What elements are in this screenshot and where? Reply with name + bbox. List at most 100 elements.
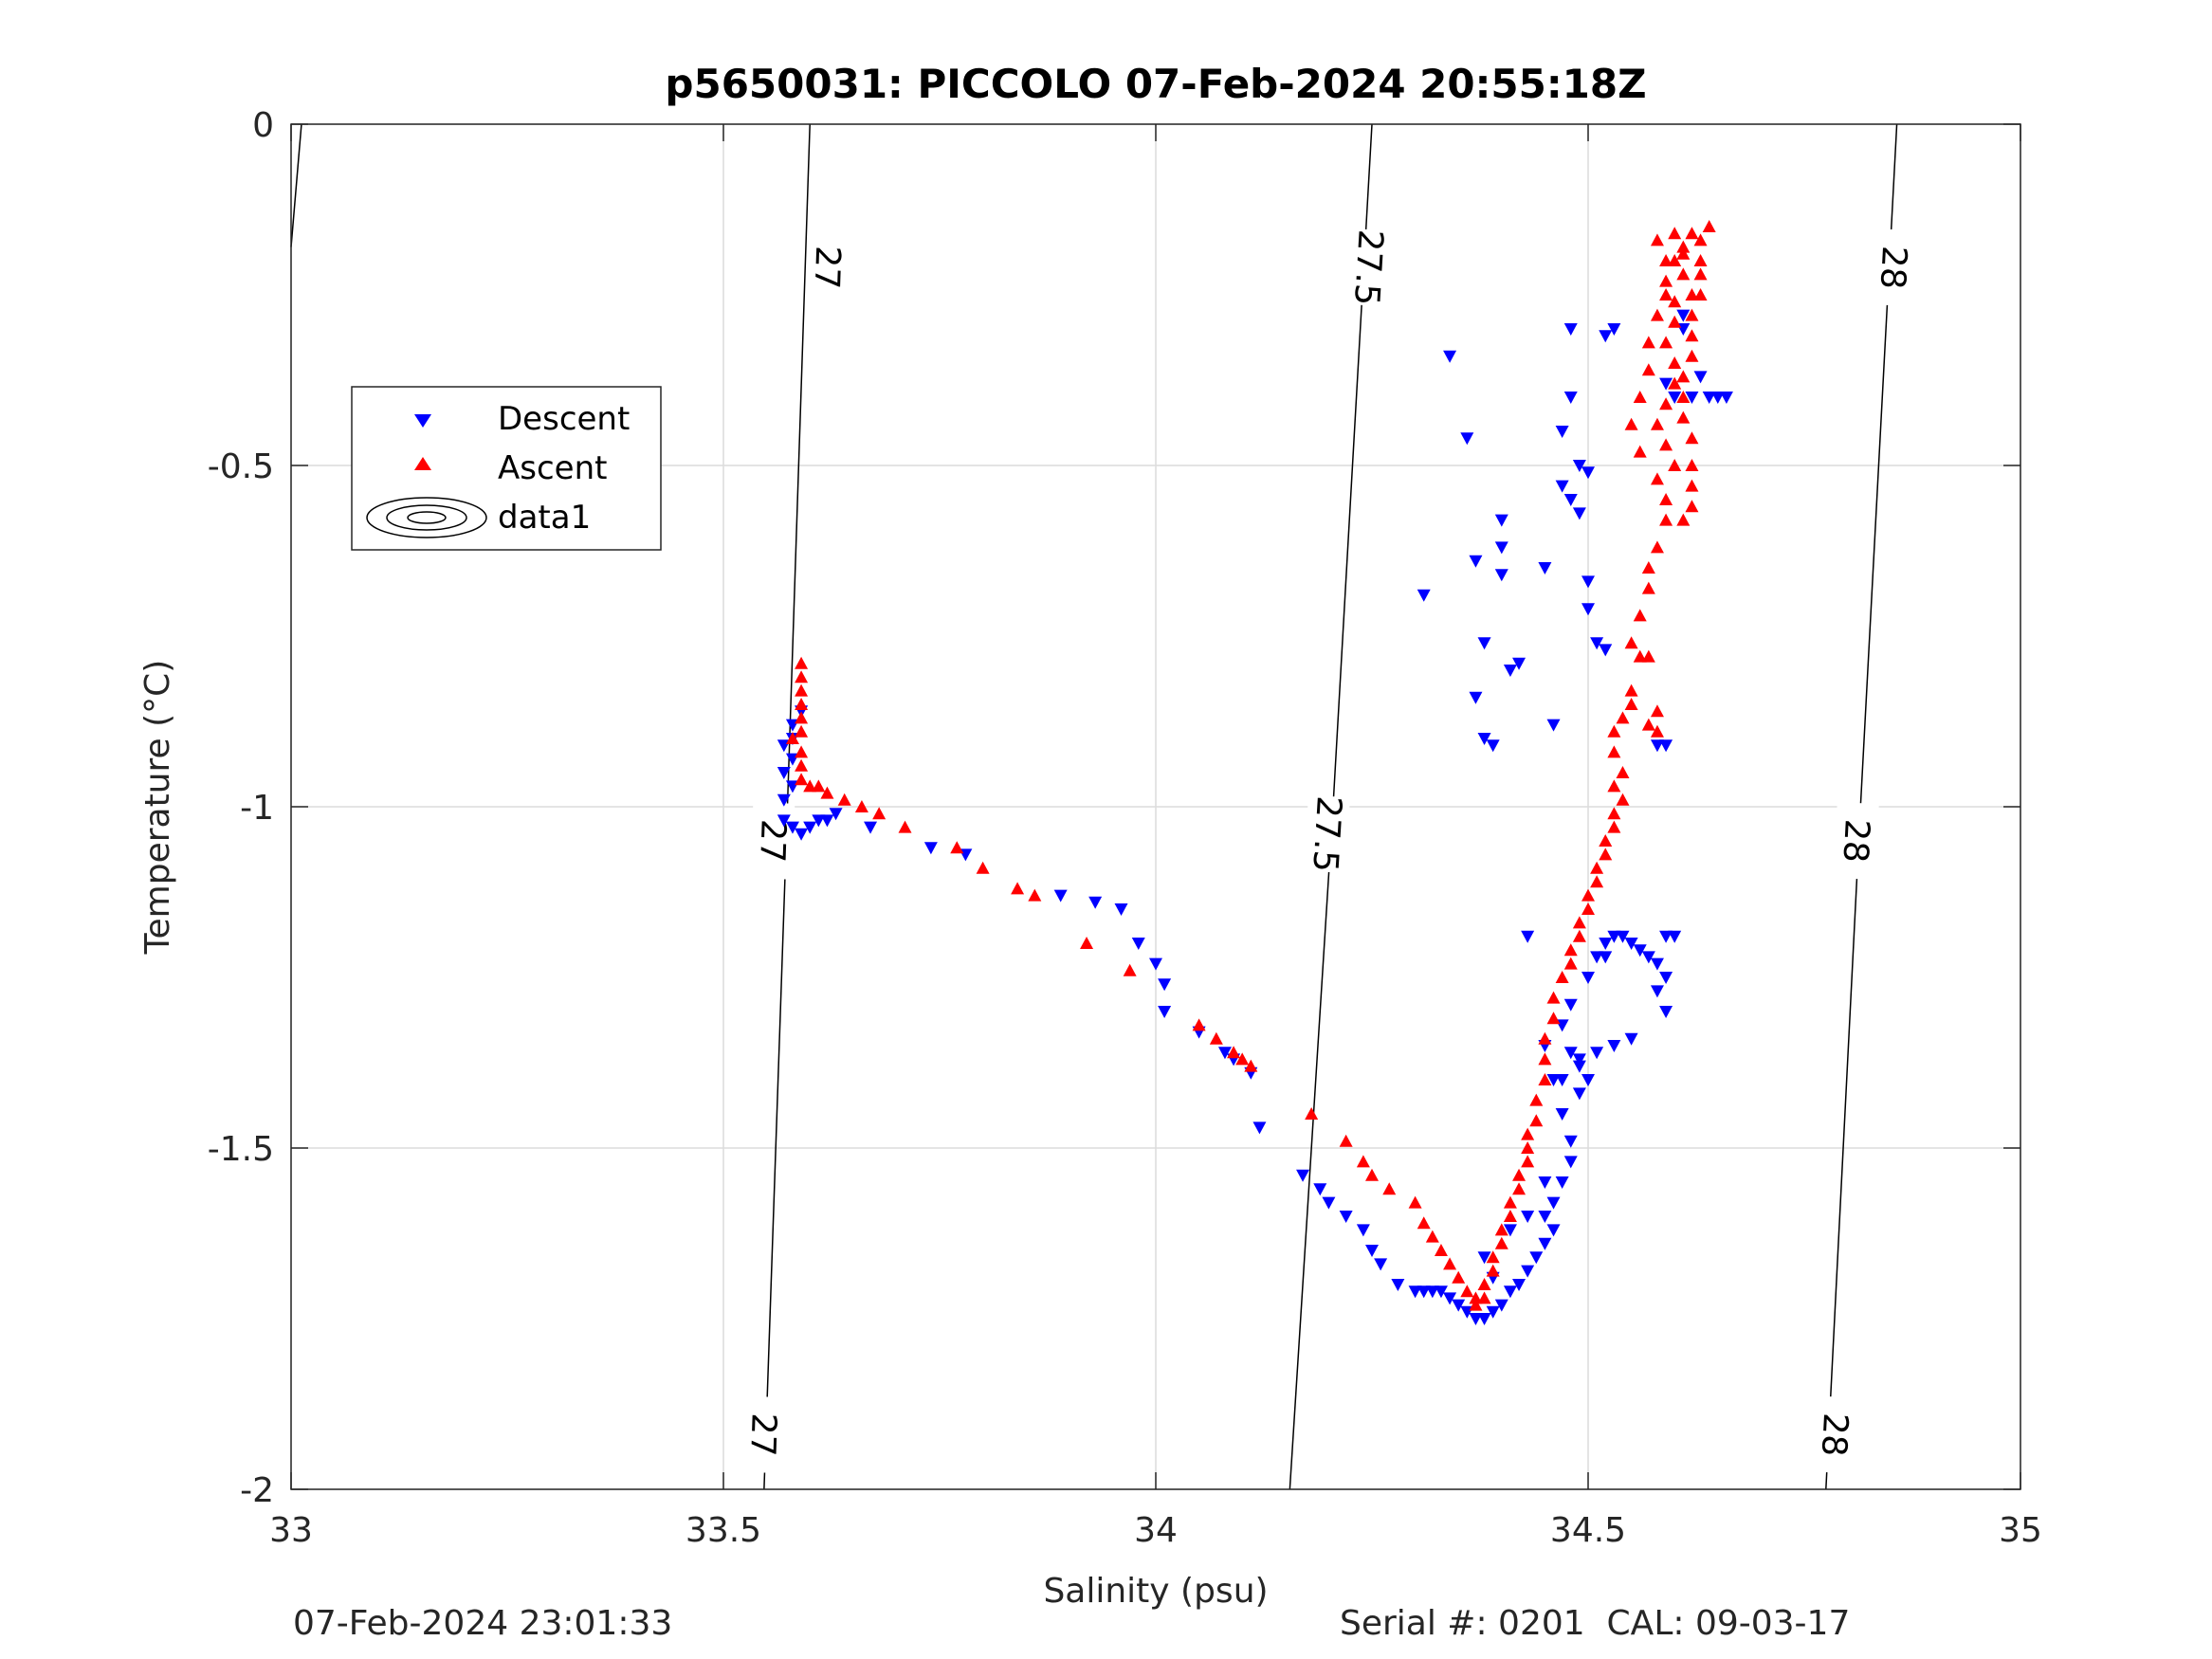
ascent-point (1633, 609, 1647, 622)
ascent-point (1365, 1168, 1379, 1181)
ascent-point (795, 773, 809, 786)
ascent-point (795, 745, 809, 758)
ascent-point (1659, 438, 1673, 451)
ascent-point (1685, 308, 1699, 321)
ascent-point (1685, 459, 1699, 471)
legend: Descent Ascent data1 (351, 386, 662, 551)
ascent-point (1521, 1155, 1535, 1168)
ascent-point (1382, 1182, 1397, 1195)
ascent-point (1469, 1291, 1483, 1304)
descent-point (1529, 1251, 1544, 1265)
ascent-point (1668, 254, 1682, 266)
ascent-point (1668, 227, 1682, 240)
descent-point (1555, 480, 1569, 493)
ascent-point (1668, 376, 1682, 390)
ascent-point (1512, 1182, 1526, 1195)
ascent-point (1685, 479, 1699, 492)
ascent-point (1616, 711, 1630, 724)
y-tick-label: -1.5 (208, 1130, 274, 1169)
ascent-point (803, 779, 817, 793)
descent-point (1469, 1313, 1483, 1325)
descent-point (1563, 1047, 1578, 1060)
x-tick-label: 35 (1999, 1511, 2042, 1550)
descent-point (1581, 575, 1595, 589)
descent-point (1590, 637, 1604, 650)
descent-point (1538, 562, 1552, 574)
descent-point (1590, 951, 1604, 964)
ascent-point (1011, 882, 1025, 895)
ascent-point (1624, 417, 1638, 430)
descent-point (1217, 1047, 1232, 1060)
density-contour-line (290, 123, 302, 247)
density-contour-label-bg (1344, 228, 1392, 307)
density-contour-label-bg (805, 228, 850, 306)
ascent-point (1676, 267, 1691, 281)
descent-point (1521, 930, 1535, 943)
descent-point (1322, 1196, 1336, 1210)
ascent-point (1693, 267, 1708, 281)
ascent-point (1305, 1107, 1319, 1120)
descent-point (1443, 1292, 1457, 1305)
ascent-point (820, 786, 834, 799)
y-tick-label: -2 (240, 1471, 274, 1510)
ascent-point (1659, 288, 1673, 301)
descent-point (1572, 460, 1586, 472)
legend-descent-marker (414, 414, 431, 428)
ascent-point (1080, 937, 1094, 949)
descent-point (1555, 1176, 1569, 1189)
density-contour-label-bg (1304, 794, 1350, 874)
descent-point (1659, 377, 1673, 391)
descent-point (1313, 1183, 1327, 1196)
descent-point (1555, 426, 1569, 438)
descent-point (1494, 514, 1508, 527)
ascent-point (1650, 417, 1664, 430)
density-contour-label: 27 (807, 246, 848, 290)
descent-point (1590, 1047, 1604, 1060)
ascent-point (1650, 472, 1664, 485)
ascent-point (1685, 329, 1699, 342)
descent-point (829, 808, 843, 821)
ascent-point (1590, 875, 1604, 888)
ascent-point (1408, 1195, 1422, 1209)
descent-point (1417, 1285, 1431, 1299)
ascent-point (1572, 916, 1586, 929)
x-tick-label: 33 (269, 1511, 313, 1550)
ascent-point (950, 841, 964, 854)
descent-point (864, 821, 878, 834)
descent-point (1158, 1006, 1172, 1018)
ascent-point (1641, 561, 1655, 574)
descent-point (1503, 1285, 1517, 1299)
descent-point (1460, 432, 1474, 446)
legend-ascent-marker (414, 457, 431, 470)
density-contour-label-bg (1870, 228, 1916, 307)
footer-timestamp: 07-Feb-2024 23:01:33 (293, 1604, 673, 1643)
descent-point (1521, 1265, 1535, 1278)
descent-point (1339, 1211, 1353, 1223)
descent-point (1659, 930, 1673, 943)
ascent-point (1616, 766, 1630, 778)
ascent-point (1599, 848, 1613, 861)
ascent-point (1123, 963, 1137, 976)
ascent-point (1452, 1270, 1466, 1284)
descent-point (1659, 1006, 1673, 1018)
ascent-point (1616, 793, 1630, 806)
ascent-point (1356, 1155, 1370, 1168)
ascent-point (1624, 698, 1638, 710)
descent-point (1624, 938, 1638, 950)
descent-point (1599, 330, 1613, 343)
descent-point (1538, 1176, 1552, 1189)
ascent-point (1538, 1073, 1552, 1085)
ascent-point (795, 724, 809, 738)
ascent-point (1529, 1114, 1544, 1127)
descent-point (1131, 938, 1145, 950)
ascent-point (1685, 288, 1699, 301)
ascent-point (1676, 513, 1691, 526)
x-axis-label: Salinity (psu) (1043, 1572, 1268, 1611)
ascent-point (837, 793, 851, 806)
ascent-point (1659, 254, 1673, 266)
descent-point (1477, 1313, 1491, 1325)
descent-point (1494, 541, 1508, 555)
legend-descent-label: Descent (498, 400, 630, 438)
ascent-point (1650, 704, 1664, 718)
descent-point (1408, 1285, 1422, 1299)
